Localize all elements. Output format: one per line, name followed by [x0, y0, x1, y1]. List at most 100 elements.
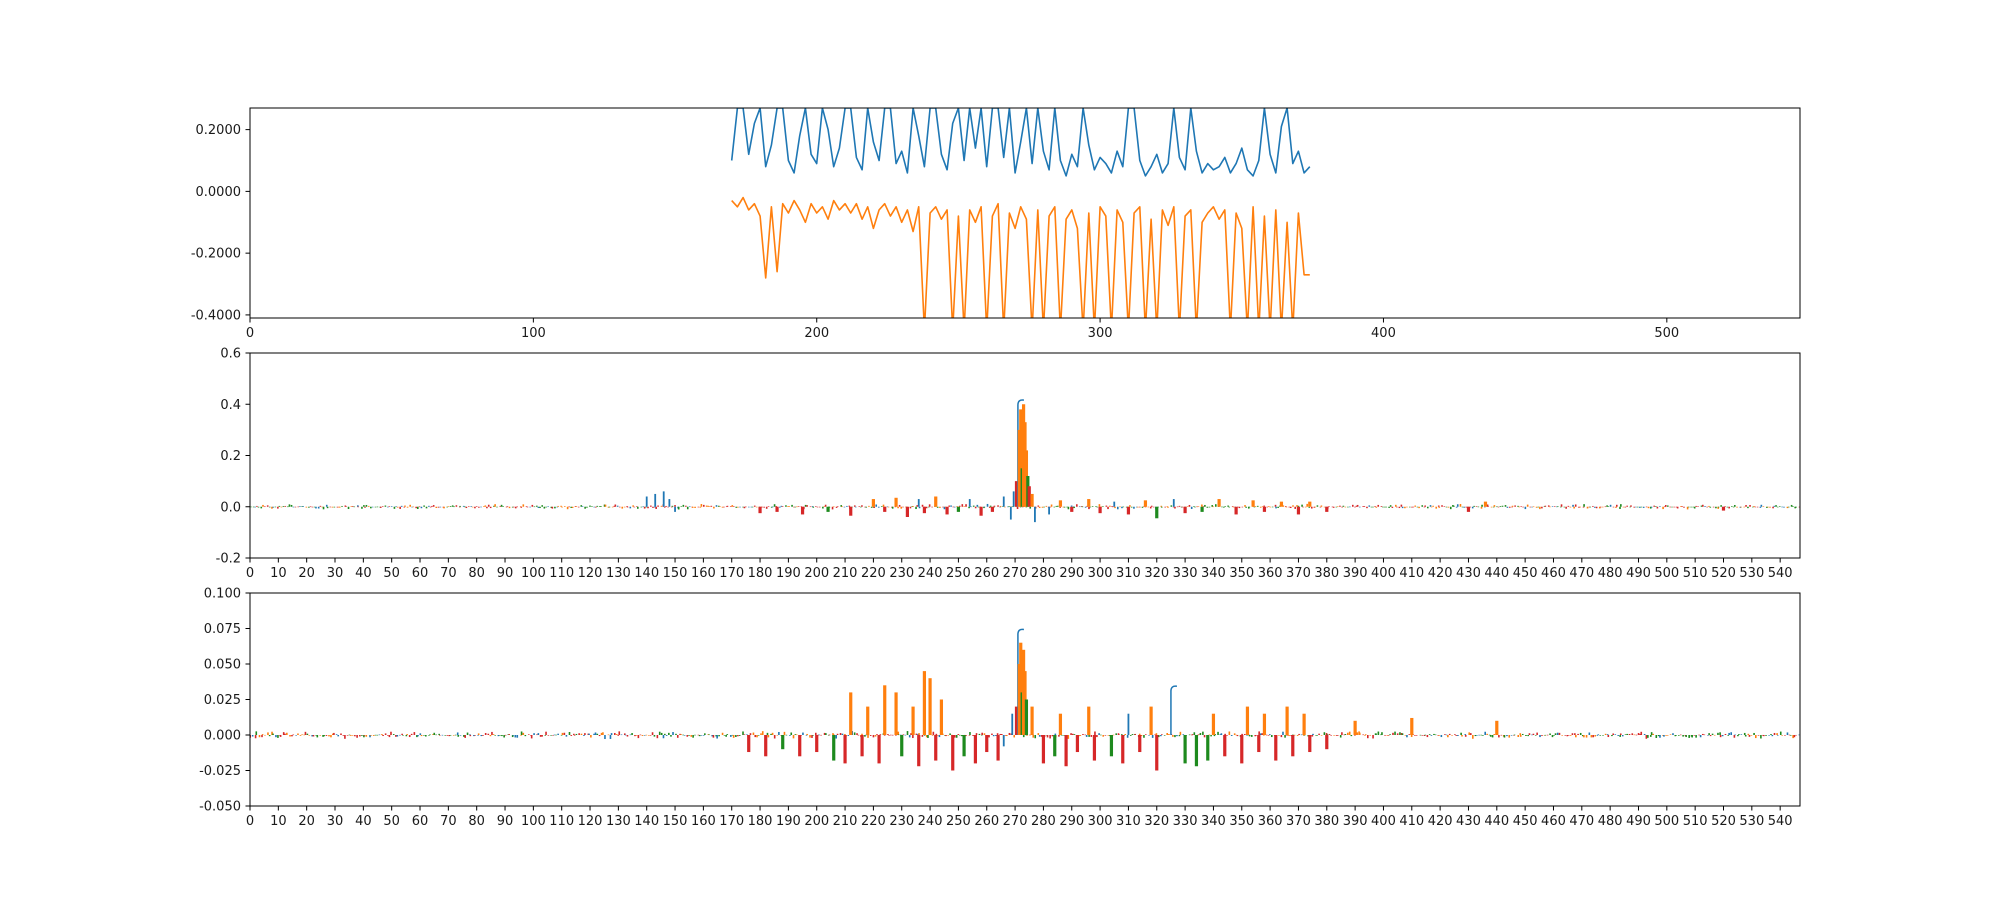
- x-tick-label: 460: [1541, 814, 1566, 829]
- x-tick-label: 430: [1456, 566, 1481, 581]
- y-tick-label: 0.2000: [196, 123, 242, 138]
- x-tick-label: 530: [1739, 814, 1764, 829]
- x-tick-label: 480: [1598, 566, 1623, 581]
- x-tick-label: 490: [1626, 814, 1651, 829]
- x-tick-label: 50: [383, 814, 400, 829]
- x-tick-label: 130: [606, 814, 631, 829]
- y-tick-label: 0.2: [220, 449, 241, 464]
- x-tick-label: 100: [521, 566, 546, 581]
- x-tick-label: 280: [1031, 566, 1056, 581]
- x-tick-label: 540: [1768, 566, 1793, 581]
- plot-area: [250, 399, 1800, 523]
- x-tick-label: 260: [974, 814, 999, 829]
- x-tick-label: 70: [440, 814, 457, 829]
- y-tick-label: 0.0: [220, 500, 241, 515]
- x-tick-label: 250: [946, 566, 971, 581]
- plot-area: [250, 628, 1800, 771]
- x-tick-label: 230: [889, 814, 914, 829]
- x-tick-label: 150: [663, 566, 688, 581]
- x-tick-label: 70: [440, 566, 457, 581]
- x-tick-label: 160: [691, 566, 716, 581]
- x-tick-label: 120: [578, 814, 603, 829]
- y-tick-label: 0.6: [220, 347, 241, 362]
- x-tick-label: 210: [833, 566, 858, 581]
- x-tick-label: 420: [1428, 814, 1453, 829]
- x-tick-label: 490: [1626, 566, 1651, 581]
- x-tick-label: 520: [1711, 566, 1736, 581]
- y-tick-label: 0.075: [204, 622, 241, 637]
- x-tick-label: 270: [1003, 814, 1028, 829]
- x-tick-label: 540: [1768, 814, 1793, 829]
- x-tick-label: 360: [1258, 566, 1283, 581]
- x-tick-label: 520: [1711, 814, 1736, 829]
- x-tick-label: 130: [606, 566, 631, 581]
- y-tick-label: 0.000: [204, 729, 241, 744]
- x-tick-label: 140: [634, 566, 659, 581]
- x-tick-label: 370: [1286, 566, 1311, 581]
- x-tick-label: 180: [748, 814, 773, 829]
- x-tick-label: 40: [355, 814, 372, 829]
- x-tick-label: 330: [1173, 566, 1198, 581]
- x-tick-label: 140: [634, 814, 659, 829]
- x-tick-label: 370: [1286, 814, 1311, 829]
- x-tick-label: 500: [1654, 814, 1679, 829]
- y-tick-label: 0.4: [220, 398, 241, 413]
- x-tick-label: 530: [1739, 566, 1764, 581]
- x-tick-label: 170: [719, 566, 744, 581]
- x-tick-label: 380: [1314, 814, 1339, 829]
- x-tick-label: 500: [1654, 566, 1679, 581]
- x-tick-label: 330: [1173, 814, 1198, 829]
- x-tick-label: 60: [412, 566, 429, 581]
- x-tick-label: 30: [327, 814, 344, 829]
- x-tick-label: 20: [298, 566, 315, 581]
- x-tick-label: 290: [1059, 566, 1084, 581]
- y-tick-label: 0.050: [204, 658, 241, 673]
- y-tick-label: -0.2: [216, 552, 241, 567]
- x-tick-label: 410: [1399, 814, 1424, 829]
- x-tick-label: 300: [1088, 326, 1113, 341]
- x-tick-label: 190: [776, 814, 801, 829]
- x-tick-label: 200: [804, 326, 829, 341]
- x-tick-label: 310: [1116, 814, 1141, 829]
- x-tick-label: 240: [918, 814, 943, 829]
- x-tick-label: 310: [1116, 566, 1141, 581]
- x-tick-label: 340: [1201, 814, 1226, 829]
- x-tick-label: 300: [1088, 814, 1113, 829]
- x-tick-label: 300: [1088, 566, 1113, 581]
- y-tick-label: -0.2000: [191, 247, 241, 262]
- x-tick-label: 90: [497, 814, 514, 829]
- x-tick-label: 390: [1343, 566, 1368, 581]
- x-tick-label: 350: [1229, 566, 1254, 581]
- x-tick-label: 350: [1229, 814, 1254, 829]
- x-tick-label: 410: [1399, 566, 1424, 581]
- x-tick-label: 510: [1683, 566, 1708, 581]
- x-tick-label: 30: [327, 566, 344, 581]
- x-tick-label: 470: [1569, 566, 1594, 581]
- x-tick-label: 80: [468, 566, 485, 581]
- x-tick-label: 100: [521, 814, 546, 829]
- x-tick-label: 290: [1059, 814, 1084, 829]
- x-tick-label: 10: [270, 814, 287, 829]
- x-tick-label: 440: [1484, 566, 1509, 581]
- x-tick-label: 40: [355, 566, 372, 581]
- x-tick-label: 240: [918, 566, 943, 581]
- x-tick-label: 430: [1456, 814, 1481, 829]
- axes-frame: [249, 107, 1801, 319]
- x-tick-label: 390: [1343, 814, 1368, 829]
- axes-middle-attribution-chart: 0 10 20 30 40 50 60 70 80 90 100 110 120 130 140 150 160…: [216, 347, 1801, 581]
- x-tick-label: 380: [1314, 566, 1339, 581]
- x-tick-label: 0: [246, 814, 254, 829]
- lower-signal-line: [731, 196, 1310, 318]
- x-tick-label: 450: [1513, 814, 1538, 829]
- x-tick-label: 80: [468, 814, 485, 829]
- x-tick-label: 500: [1654, 326, 1679, 341]
- x-tick-label: 400: [1371, 814, 1396, 829]
- x-tick-label: 10: [270, 566, 287, 581]
- x-tick-label: 230: [889, 566, 914, 581]
- x-tick-label: 360: [1258, 814, 1283, 829]
- x-tick-label: 150: [663, 814, 688, 829]
- y-tick-label: 0.0000: [196, 185, 242, 200]
- x-tick-label: 0: [246, 326, 254, 341]
